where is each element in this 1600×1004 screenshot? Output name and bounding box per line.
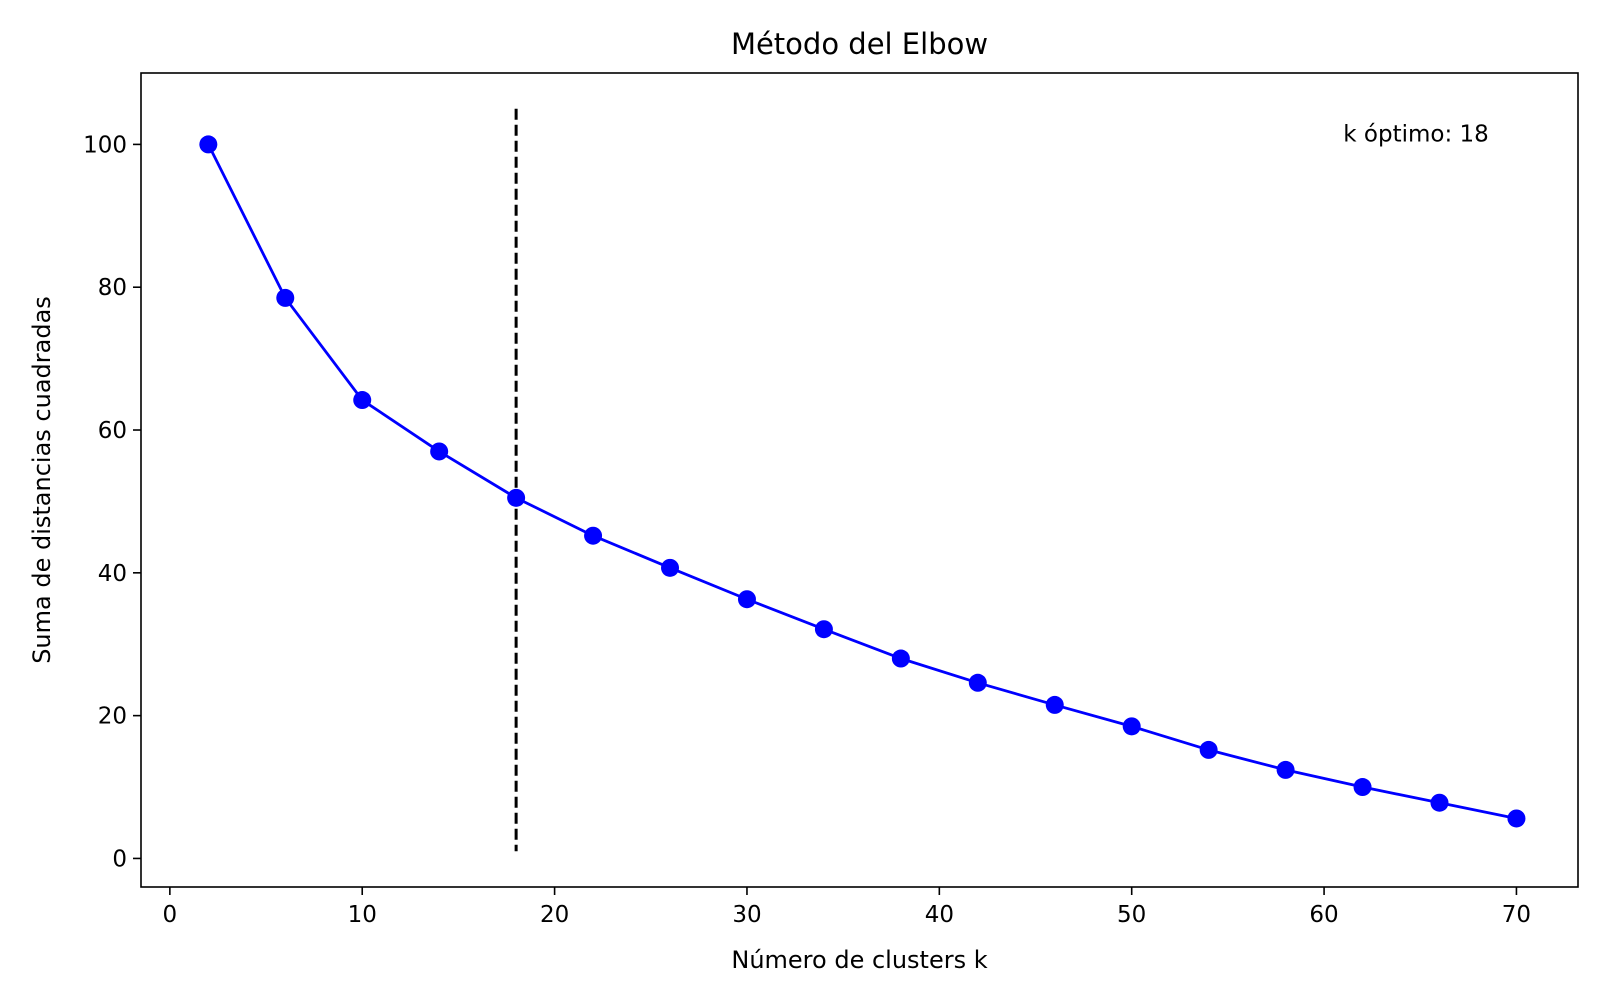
x-tick-label: 60	[1309, 902, 1338, 928]
x-tick-label: 10	[348, 902, 377, 928]
plot-content	[199, 108, 1526, 852]
data-point	[1430, 793, 1449, 812]
x-tick-label: 0	[163, 902, 178, 928]
data-point	[353, 391, 372, 410]
series-line	[207, 143, 1517, 820]
data-point	[968, 673, 987, 692]
y-axis-label: Suma de distancias cuadradas	[28, 296, 56, 664]
data-point	[276, 288, 295, 307]
y-tick-label: 0	[112, 846, 127, 872]
data-point	[737, 590, 756, 609]
y-tick-label: 80	[98, 275, 127, 301]
data-point	[507, 488, 526, 507]
data-point	[814, 620, 833, 639]
data-point	[1045, 695, 1064, 714]
x-axis-label: Número de clusters k	[731, 946, 987, 974]
data-point	[584, 526, 603, 545]
data-point	[1507, 809, 1526, 828]
data-point	[430, 442, 449, 461]
y-tick-label: 100	[83, 132, 127, 158]
data-point	[1353, 778, 1372, 797]
x-tick-label: 20	[540, 902, 569, 928]
x-tick-label: 50	[1117, 902, 1146, 928]
data-point	[1276, 760, 1295, 779]
x-tick-label: 70	[1502, 902, 1531, 928]
data-point	[891, 649, 910, 668]
y-tick-label: 40	[98, 561, 127, 587]
chart-title: Método del Elbow	[731, 27, 988, 61]
data-point	[199, 135, 218, 154]
y-axis-ticks: 0 20 40 60 80 100	[83, 132, 141, 872]
plot-frame	[140, 72, 1579, 888]
data-point	[1122, 717, 1141, 736]
x-tick-label: 30	[732, 902, 761, 928]
x-axis-ticks: 0 10 20 30 40 50 60 70	[163, 887, 1531, 928]
x-tick-label: 40	[925, 902, 954, 928]
optimal-k-annotation: k óptimo: 18	[1343, 122, 1489, 148]
data-point	[661, 558, 680, 577]
y-tick-label: 20	[98, 704, 127, 730]
y-tick-label: 60	[98, 418, 127, 444]
data-point	[1199, 740, 1218, 759]
